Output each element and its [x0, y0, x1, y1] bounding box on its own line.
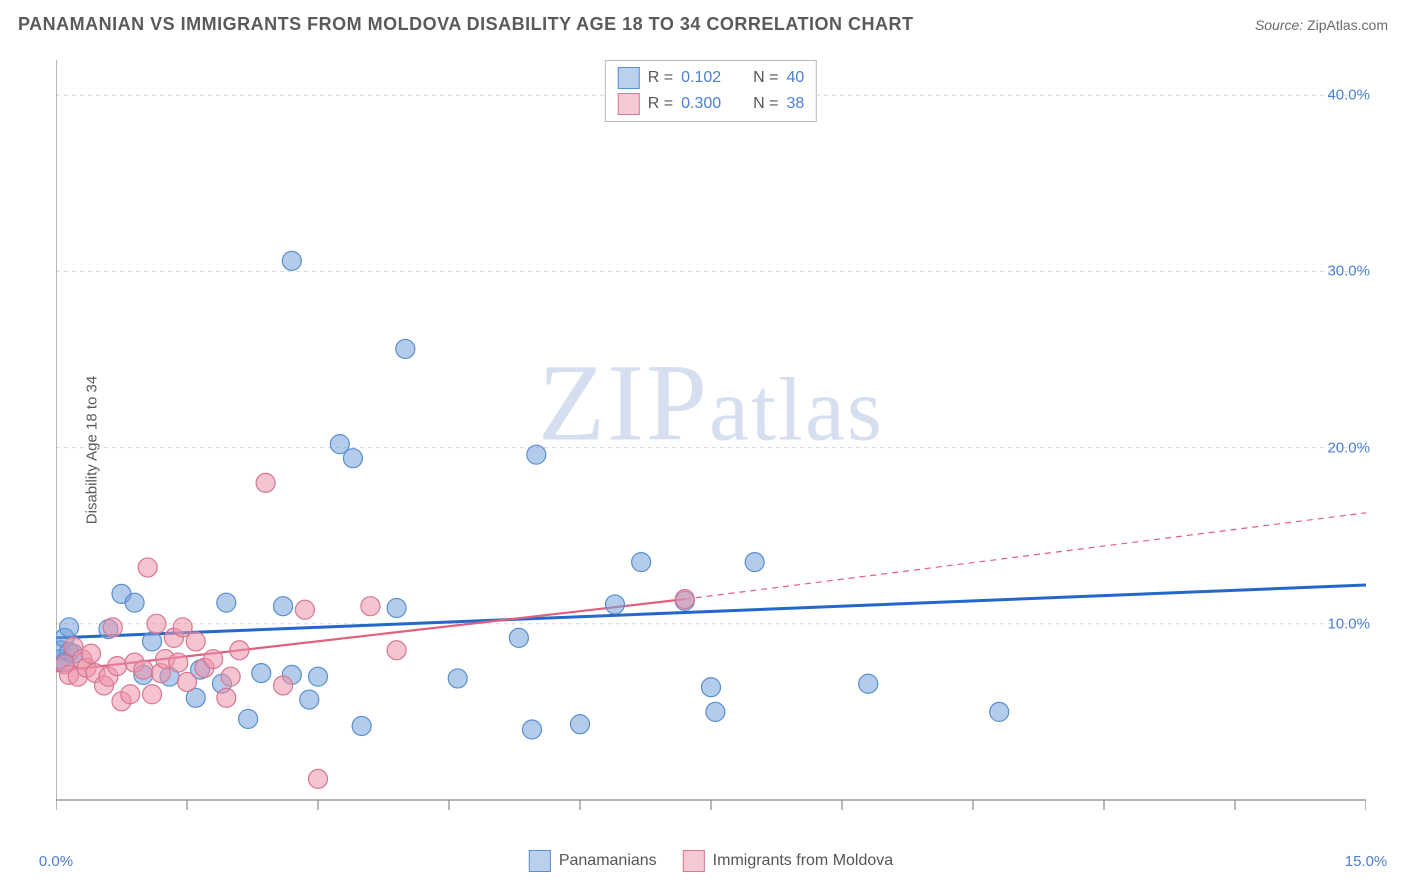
scatter-plot — [56, 60, 1366, 840]
legend-row-panamanians: R = 0.102 N = 40 — [618, 65, 804, 91]
chart-area: Disability Age 18 to 34 ZIPatlas R = 0.1… — [56, 60, 1366, 840]
chart-title: PANAMANIAN VS IMMIGRANTS FROM MOLDOVA DI… — [18, 14, 914, 35]
swatch-blue-icon — [618, 67, 640, 89]
r-value-1: 0.102 — [681, 69, 739, 87]
y-tick-label: 20.0% — [1327, 439, 1370, 456]
swatch-pink-icon — [618, 93, 640, 115]
legend-item-moldova: Immigrants from Moldova — [683, 850, 894, 872]
source-value: ZipAtlas.com — [1307, 17, 1388, 33]
y-tick-label: 10.0% — [1327, 615, 1370, 632]
source-label: Source: — [1255, 17, 1303, 33]
swatch-pink-icon — [683, 850, 705, 872]
legend-row-moldova: R = 0.300 N = 38 — [618, 91, 804, 117]
legend-item-panamanians: Panamanians — [529, 850, 657, 872]
y-tick-label: 40.0% — [1327, 87, 1370, 104]
title-bar: PANAMANIAN VS IMMIGRANTS FROM MOLDOVA DI… — [18, 14, 1388, 35]
x-tick-label: 0.0% — [39, 853, 73, 870]
r-value-2: 0.300 — [681, 95, 739, 113]
swatch-blue-icon — [529, 850, 551, 872]
legend-label: Immigrants from Moldova — [713, 852, 894, 870]
correlation-legend: R = 0.102 N = 40 R = 0.300 N = 38 — [605, 60, 817, 122]
n-value-2: 38 — [786, 95, 804, 113]
series-legend: Panamanians Immigrants from Moldova — [529, 850, 893, 872]
n-value-1: 40 — [786, 69, 804, 87]
x-tick-label: 15.0% — [1345, 853, 1388, 870]
y-tick-label: 30.0% — [1327, 263, 1370, 280]
source-attribution: Source: ZipAtlas.com — [1255, 17, 1388, 33]
legend-label: Panamanians — [559, 852, 657, 870]
